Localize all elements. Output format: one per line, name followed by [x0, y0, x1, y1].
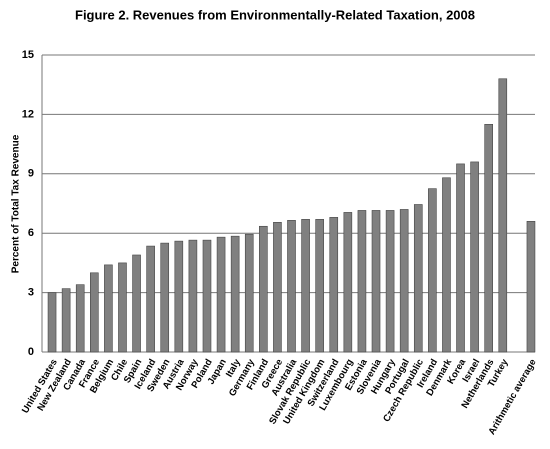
bar	[90, 272, 99, 353]
bar	[484, 124, 494, 353]
bar	[188, 239, 198, 353]
bar	[371, 210, 381, 353]
bar	[456, 163, 465, 353]
bar	[273, 222, 282, 353]
bar	[216, 236, 226, 353]
bar	[174, 240, 184, 353]
y-tick-label: 0	[28, 346, 34, 358]
y-tick-label: 9	[28, 168, 34, 180]
y-axis-label: Percent of Total Tax Revenue	[11, 134, 22, 273]
bar	[146, 245, 155, 353]
bar	[160, 242, 170, 353]
bar	[413, 204, 423, 353]
bar	[202, 239, 212, 353]
bar	[498, 78, 508, 353]
bar	[357, 210, 367, 353]
bar	[526, 221, 536, 353]
bar	[132, 254, 141, 353]
bar	[47, 292, 57, 353]
chart-title: Figure 2. Revenues from Environmentally-…	[75, 7, 475, 22]
bar	[428, 188, 437, 353]
bar	[287, 220, 296, 353]
bar	[315, 219, 324, 353]
y-tick-label: 15	[22, 49, 34, 61]
bar	[259, 225, 268, 353]
bar	[61, 288, 71, 353]
y-tick-label: 6	[28, 227, 34, 239]
bar	[230, 235, 240, 353]
bar	[343, 212, 353, 353]
bar	[301, 219, 310, 353]
bar	[385, 210, 395, 353]
y-tick-label: 12	[22, 108, 34, 120]
bar	[104, 264, 113, 353]
bar	[329, 217, 339, 353]
bar	[118, 262, 127, 353]
bar	[244, 233, 254, 353]
bar	[442, 177, 451, 353]
bar	[75, 284, 85, 353]
y-tick-label: 3	[28, 287, 34, 299]
bar	[470, 161, 479, 353]
bar	[399, 209, 409, 353]
